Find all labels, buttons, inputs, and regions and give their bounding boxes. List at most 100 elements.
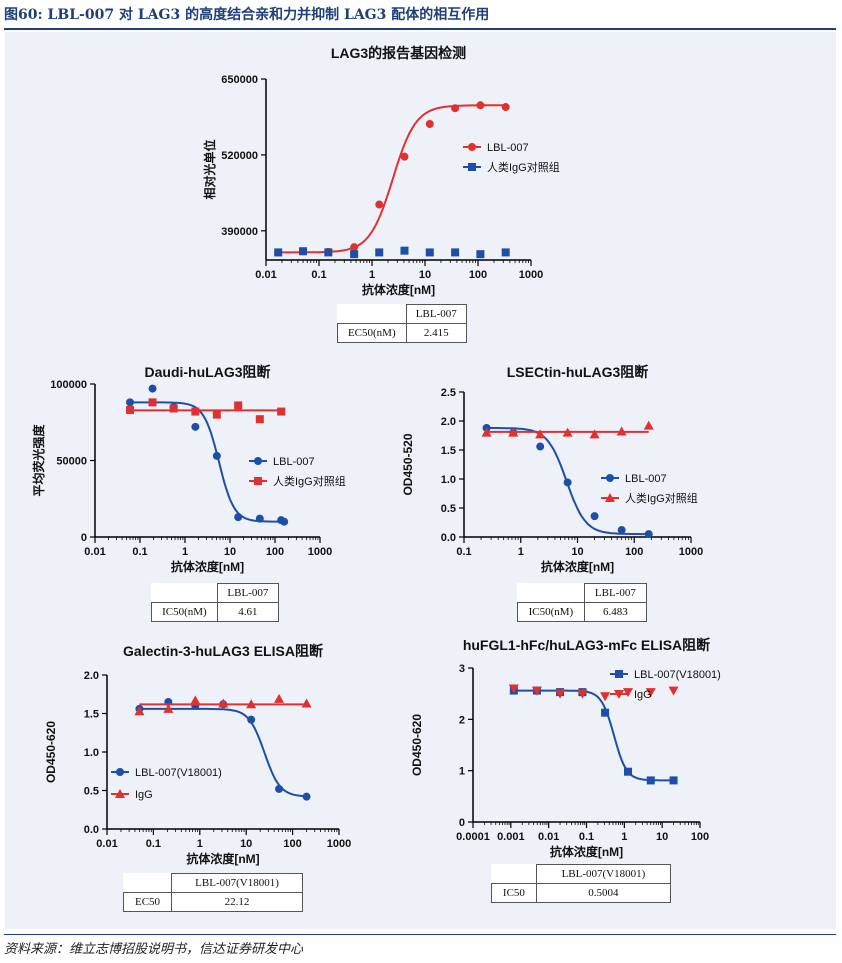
c2-title: Daudi-huLAG3阻断 bbox=[145, 364, 271, 380]
table-c5-header: LBL-007(V18001) bbox=[535, 864, 672, 884]
c4-ylabel: OD450-620 bbox=[44, 721, 58, 783]
c3-xtick-label: 100 bbox=[625, 546, 643, 558]
c3-ytick-label: 0.5 bbox=[441, 503, 456, 515]
c2-series-0-point bbox=[126, 398, 135, 407]
c5-ylabel: OD450-620 bbox=[410, 714, 424, 776]
c3-title: LSECtin-huLAG3阻断 bbox=[507, 364, 649, 380]
c1-series-1-point bbox=[501, 248, 510, 257]
c3-series-1-point bbox=[643, 420, 654, 430]
c5-title: huFGL1-hFc/huLAG3-mFc ELISA阻断 bbox=[463, 637, 710, 653]
c4-ytick-label: 1.5 bbox=[84, 709, 99, 721]
c4-series-1-point bbox=[190, 695, 201, 705]
c2-legend-marker-1 bbox=[254, 477, 262, 485]
c1-xlabel: 抗体浓度[nM] bbox=[362, 282, 435, 297]
c1-title: LAG3的报告基因检测 bbox=[331, 45, 466, 61]
c2-xlabel: 抗体浓度[nM] bbox=[171, 559, 244, 574]
table-c4-value: 22.12 bbox=[171, 892, 303, 912]
c5-xtick-label: 0.0001 bbox=[456, 831, 490, 843]
c1-series-1-point bbox=[476, 250, 485, 259]
c3-legend-label-1: 人类IgG对照组 bbox=[625, 491, 698, 505]
table-c1-label: EC50(nM) bbox=[337, 323, 407, 343]
c4-series-0-fit-line bbox=[139, 707, 307, 798]
c4-xtick-label: 1 bbox=[197, 838, 203, 850]
header-divider bbox=[4, 28, 836, 30]
table-c2-value: 4.61 bbox=[216, 602, 280, 622]
c4-series-0-point bbox=[247, 715, 256, 724]
c1-xtick-label: 1 bbox=[369, 269, 375, 281]
c3-xtick-label: 1 bbox=[518, 546, 524, 558]
c3-xtick-label: 0.1 bbox=[456, 546, 471, 558]
c1-series-1-point bbox=[324, 248, 333, 257]
c2-series-1-point bbox=[126, 406, 135, 415]
c5-xtick-label: 0.1 bbox=[579, 831, 594, 843]
c3-series-0-point bbox=[590, 512, 599, 521]
c4-series-1-point bbox=[301, 698, 312, 708]
c2-legend-marker-0 bbox=[254, 457, 262, 465]
c3-legend-marker-1 bbox=[605, 493, 615, 502]
c1-series-0-point bbox=[501, 103, 510, 112]
c2-series-0-point bbox=[234, 513, 243, 522]
c2-series-1-point bbox=[148, 398, 157, 407]
c2-ytick-label: 50000 bbox=[56, 456, 87, 468]
c1-legend-label-0: LBL-007 bbox=[487, 142, 529, 154]
c5-ytick-label: 0 bbox=[459, 817, 465, 829]
c2-xtick-label: 10 bbox=[224, 546, 236, 558]
c3-series-0-point bbox=[644, 530, 653, 539]
c5-xtick-label: 10 bbox=[656, 831, 668, 843]
c5-xtick-label: 1 bbox=[621, 831, 627, 843]
c4-series-1-point bbox=[134, 706, 145, 716]
table-c5-value: 0.5004 bbox=[535, 883, 672, 903]
c1-series-1-point bbox=[350, 250, 359, 259]
c2-xtick-label: 1 bbox=[182, 546, 188, 558]
c1-xtick-label: 0.01 bbox=[255, 269, 276, 281]
c3-series-1-point bbox=[589, 429, 600, 439]
c3-ytick-label: 1.0 bbox=[441, 474, 456, 486]
c3-series-1-point bbox=[616, 426, 627, 436]
c2-series-0-point bbox=[255, 514, 264, 523]
c2-series-1-point bbox=[191, 407, 200, 416]
c2-series-0-point bbox=[148, 384, 157, 393]
table-c2: LBL-007 IC50(nM) 4.61 bbox=[151, 583, 280, 622]
c4-xtick-label: 1000 bbox=[327, 838, 351, 850]
c1-series-1-point bbox=[274, 248, 283, 257]
c4-ytick-label: 1.0 bbox=[84, 747, 99, 759]
c1-xtick-label: 0.1 bbox=[311, 269, 326, 281]
c1-series-0-point bbox=[476, 101, 485, 110]
figure-title: 图60: LBL-007 对 LAG3 的高度结合亲和力并抑制 LAG3 配体的… bbox=[4, 7, 490, 23]
c2-series-1-point bbox=[234, 401, 243, 410]
c1-series-0-point bbox=[425, 119, 434, 128]
c3-series-0-point bbox=[536, 442, 545, 451]
c1-ytick-label: 390000 bbox=[221, 226, 258, 238]
c1-xtick-label: 10 bbox=[419, 269, 431, 281]
c3-series-1-point bbox=[508, 427, 519, 437]
c3-series-1-point bbox=[481, 427, 492, 437]
c4-xtick-label: 0.1 bbox=[146, 838, 161, 850]
c5-series-1-point bbox=[600, 692, 611, 702]
c3-ytick-label: 1.5 bbox=[441, 445, 456, 457]
c4-xtick-label: 0.01 bbox=[96, 838, 117, 850]
c5-series-1-point bbox=[622, 688, 633, 698]
c3-legend-label-0: LBL-007 bbox=[625, 473, 667, 485]
c1-series-0-point bbox=[400, 152, 409, 161]
c2-ytick-label: 100000 bbox=[50, 379, 87, 391]
c4-legend-marker-0 bbox=[116, 768, 124, 776]
c1-series-0-point bbox=[451, 104, 460, 113]
c2-ylabel: 平均荧光强度 bbox=[31, 424, 46, 497]
c2-series-1-point bbox=[212, 410, 221, 419]
c2-series-0-point bbox=[212, 451, 221, 460]
c1-series-1-point bbox=[400, 246, 409, 255]
table-c1-value: 2.415 bbox=[405, 323, 468, 343]
c3-xtick-label: 10 bbox=[571, 546, 583, 558]
c4-title: Galectin-3-huLAG3 ELISA阻断 bbox=[123, 643, 323, 659]
c1-ytick-label: 520000 bbox=[221, 150, 258, 162]
c3-xlabel: 抗体浓度[nM] bbox=[541, 559, 614, 574]
c4-xtick-label: 100 bbox=[283, 838, 301, 850]
c5-xtick-label: 0.01 bbox=[538, 831, 559, 843]
c1-legend-marker-0 bbox=[468, 143, 476, 151]
c4-xtick-label: 10 bbox=[240, 838, 252, 850]
c3-legend-marker-0 bbox=[606, 474, 614, 482]
c3-ytick-label: 2.0 bbox=[441, 416, 456, 428]
c2-legend-label-0: LBL-007 bbox=[273, 456, 315, 468]
c5-xlabel: 抗体浓度[nM] bbox=[550, 844, 623, 859]
